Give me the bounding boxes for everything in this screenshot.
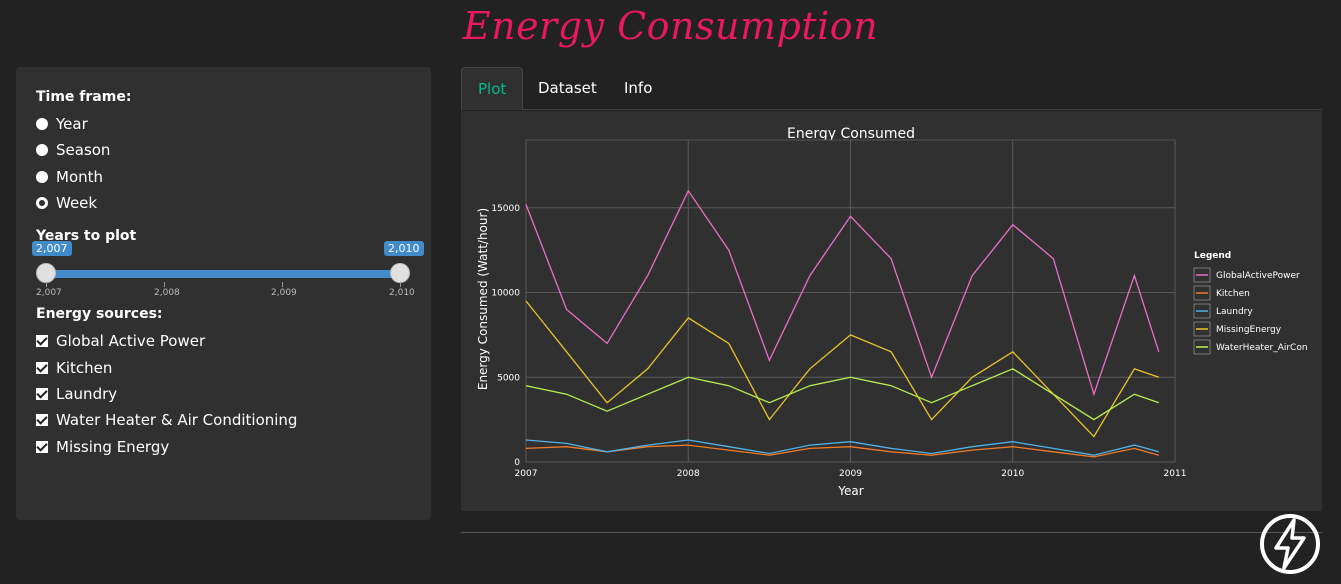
source-kitchen[interactable]: Kitchen: [36, 354, 411, 380]
radio-label-year: Year: [56, 115, 88, 134]
timeframe-option-week[interactable]: Week: [36, 190, 411, 216]
slider-handle-from[interactable]: [36, 263, 56, 284]
divider: [461, 532, 1322, 533]
slider-tick-label: 2,009: [271, 288, 297, 299]
series-line-MissingEnergy: [525, 300, 1160, 438]
y-tick-label: 0: [514, 458, 520, 468]
tab-info[interactable]: Info: [624, 79, 653, 97]
radio-month[interactable]: [36, 170, 48, 183]
radio-year[interactable]: [36, 118, 48, 131]
legend-item-Laundry: Laundry: [1216, 307, 1253, 317]
chart-legend: Legend GlobalActivePower Kitchen Laundry Mis…: [1193, 251, 1308, 355]
lightning-bolt-icon: [1260, 514, 1320, 574]
x-tick-label: 2009: [839, 469, 862, 479]
plot-area: 0 5000 10000 15000 2007 2008 2009 2010 2011: [491, 139, 1187, 479]
legend-title: Legend: [1194, 251, 1231, 261]
x-tick-label: 2008: [677, 469, 700, 479]
energy-chart: Energy Consumed 0 5000 10000 15000 2007 2008 2…: [476, 126, 1308, 498]
legend-item-GlobalActivePower: GlobalActivePower: [1216, 271, 1300, 281]
source-global-active-power[interactable]: Global Active Power: [36, 328, 411, 354]
slider-tick-label: 2,010: [389, 288, 415, 299]
timeframe-option-year[interactable]: Year: [36, 111, 411, 137]
series-line-GlobalActivePower: [525, 189, 1160, 397]
y-tick-label: 15000: [491, 204, 520, 214]
checkbox-water-heater[interactable]: [36, 414, 48, 427]
checkbox-label: Laundry: [56, 384, 118, 403]
years-label: Years to plot: [36, 228, 137, 245]
slider-from-value: 2,007: [32, 241, 72, 257]
checkbox-label: Water Heater & Air Conditioning: [56, 411, 298, 430]
y-tick-label: 10000: [491, 289, 520, 299]
radio-label-season: Season: [56, 141, 111, 160]
x-tick-label: 2007: [515, 469, 538, 479]
checkbox-label: Kitchen: [56, 358, 113, 377]
checkbox-label: Missing Energy: [56, 437, 170, 456]
series-line-Kitchen: [525, 444, 1159, 458]
checkbox-laundry[interactable]: [36, 387, 48, 400]
x-tick-label: 2010: [1001, 469, 1024, 479]
y-tick-label: 5000: [497, 373, 520, 383]
sidebar-panel: Time frame: Year Season Month Week Years…: [16, 67, 431, 520]
source-water-heater[interactable]: Water Heater & Air Conditioning: [36, 407, 411, 433]
tab-bar: Plot Dataset Info: [461, 67, 1322, 110]
timeframe-label: Time frame:: [36, 89, 132, 105]
radio-week[interactable]: [36, 197, 48, 210]
slider-to-value: 2,010: [384, 241, 424, 257]
tab-plot[interactable]: Plot: [461, 67, 524, 110]
slider-tick: [46, 282, 47, 288]
checkbox-label: Global Active Power: [56, 332, 206, 351]
checkbox-global-active-power[interactable]: [36, 335, 48, 348]
y-axis-label: Energy Consumed (Watt/hour): [476, 208, 490, 390]
slider-tick: [282, 282, 283, 288]
sources-label: Energy sources:: [36, 306, 163, 323]
series-line-WaterHeater_AirCon: [525, 368, 1160, 421]
x-axis-label: Year: [837, 484, 863, 498]
slider-tick-label: 2,008: [154, 288, 180, 299]
chart-title: Energy Consumed: [787, 126, 915, 142]
source-missing-energy[interactable]: Missing Energy: [36, 433, 411, 459]
legend-item-MissingEnergy: MissingEnergy: [1216, 325, 1282, 335]
slider-tick-label: 2,007: [36, 288, 62, 299]
timeframe-option-month[interactable]: Month: [36, 164, 411, 190]
slider-tick: [400, 282, 401, 288]
slider-handle-to[interactable]: [390, 263, 410, 284]
checkbox-kitchen[interactable]: [36, 361, 48, 374]
radio-label-month: Month: [56, 167, 104, 186]
years-slider[interactable]: 2,007 2,010 2,007 2,008 2,009 2,010: [32, 230, 424, 300]
source-laundry[interactable]: Laundry: [36, 381, 411, 407]
x-tick-label: 2011: [1164, 469, 1187, 479]
tab-dataset[interactable]: Dataset: [538, 79, 597, 97]
legend-item-Kitchen: Kitchen: [1216, 289, 1250, 299]
radio-season[interactable]: [36, 144, 48, 157]
series-line-Laundry: [525, 439, 1159, 456]
app-title: Energy Consumption: [462, 4, 879, 48]
slider-track[interactable]: [46, 270, 401, 279]
slider-tick: [164, 282, 165, 288]
legend-item-WaterHeater_AirCon: WaterHeater_AirCon: [1216, 343, 1308, 353]
timeframe-option-season[interactable]: Season: [36, 137, 411, 163]
checkbox-missing-energy[interactable]: [36, 440, 48, 453]
radio-label-week: Week: [56, 194, 98, 213]
plot-panel: Energy Consumed 0 5000 10000 15000 2007 2008 2…: [461, 111, 1322, 511]
